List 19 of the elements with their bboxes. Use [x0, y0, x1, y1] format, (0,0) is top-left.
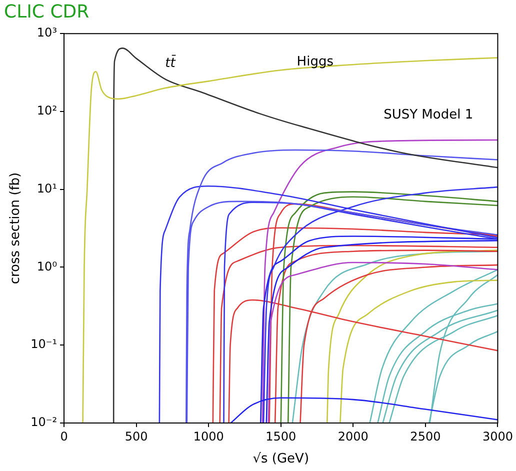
chart-title: CLIC CDR [4, 1, 90, 22]
x-tick-label: 1000 [193, 429, 224, 444]
y-tick-label: 10⁻¹ [30, 337, 58, 352]
x-tick-label: 2500 [410, 429, 441, 444]
x-axis-title: √s (GeV) [252, 452, 310, 467]
x-tick-label: 0 [60, 429, 68, 444]
y-tick-label: 10² [36, 104, 58, 118]
y-tick-label: 10³ [36, 26, 58, 40]
annotation: tt̄ [165, 54, 176, 71]
x-tick-label: 500 [124, 429, 148, 444]
x-tick-label: 2000 [338, 429, 368, 444]
y-tick-label: 10¹ [36, 181, 58, 196]
annotation: SUSY Model 1 [384, 108, 474, 123]
y-axis-title: cross section (fb) [8, 172, 24, 284]
x-tick-label: 3000 [482, 429, 514, 444]
x-tick-label: 1500 [266, 429, 296, 444]
annotation: Higgs [296, 54, 334, 70]
y-tick-label: 10⁰ [36, 259, 58, 274]
y-tick-label: 10⁻² [30, 415, 58, 430]
